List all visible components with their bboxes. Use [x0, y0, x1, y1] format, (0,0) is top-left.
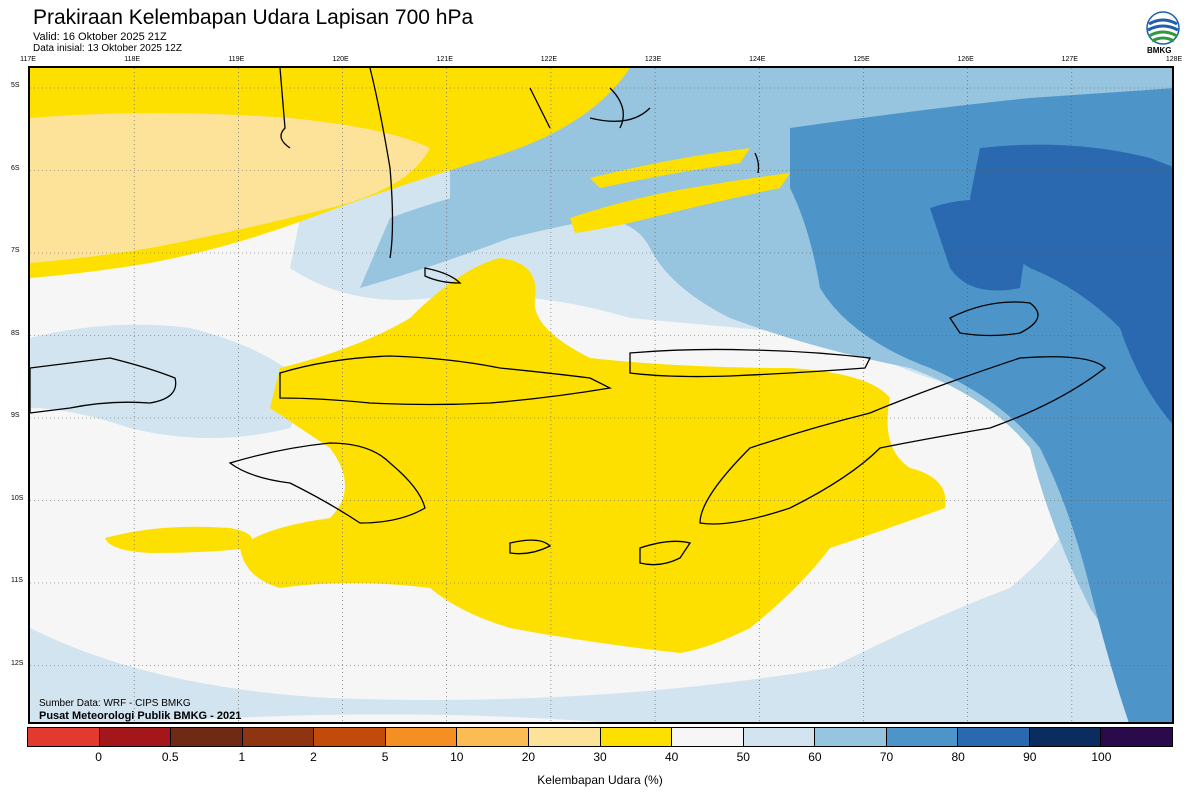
lat-tick-label: 6S [11, 164, 20, 172]
coastlines [30, 68, 1106, 566]
lat-tick-label: 7S [11, 247, 20, 254]
colorbar-segment [385, 728, 458, 746]
light-blue-band [360, 173, 690, 288]
data-source: Sumber Data: WRF - CIPS BMKG [39, 698, 191, 709]
logo-text: BMKG [1147, 46, 1172, 55]
lombok-coast [30, 357, 177, 414]
colorbar-segment [457, 728, 529, 746]
colorbar-segment [600, 728, 673, 746]
bmkg-logo-icon [1146, 11, 1180, 45]
sumbawa-coast [279, 355, 613, 406]
lat-lon-grid [30, 68, 1172, 722]
colorbar-label: 60 [808, 750, 822, 764]
humidity-map [28, 66, 1174, 724]
colorbar-label: 50 [736, 750, 750, 764]
lon-tick-label: 123E [644, 56, 662, 63]
colorbar-label: 2 [310, 750, 317, 764]
lat-tick-label: 11S [11, 577, 23, 584]
colorbar-label: 0 [95, 750, 102, 764]
lon-tick-label: 121E [436, 56, 453, 63]
colorbar-label: 90 [1023, 750, 1037, 764]
colorbar-label: 40 [664, 750, 679, 764]
colorbar-label: 80 [951, 750, 965, 764]
selayar-island [424, 267, 462, 284]
producer-credit: Pusat Meteorologi Publik BMKG - 2021 [39, 710, 242, 722]
lon-tick-label: 118E [124, 56, 141, 63]
yellow-streak-2 [590, 148, 750, 188]
colorbar-segment [242, 728, 315, 746]
colorbar-label: 70 [879, 750, 894, 764]
colorbar-segment [1101, 728, 1172, 746]
pale-blue-left [30, 324, 310, 438]
lon-tick-label: 122E [540, 56, 558, 63]
colorbar-segment [672, 728, 744, 746]
timor-coast [699, 356, 1106, 525]
valid-time: Valid: 16 Oktober 2025 21Z [33, 31, 167, 43]
lat-tick-label: 9S [11, 412, 20, 419]
lon-tick-label: 117E [20, 56, 36, 63]
colorbar-segment [528, 728, 601, 746]
sumba-coast [228, 442, 426, 524]
colorbar-segment [886, 728, 959, 746]
wakatobi-island [754, 152, 760, 174]
colorbar-label: 20 [521, 750, 536, 764]
lon-tick-label: 127E [1061, 56, 1078, 63]
map-title: Prakiraan Kelembapan Udara Lapisan 700 h… [33, 6, 474, 29]
colorbar-segment [1029, 728, 1102, 746]
lat-tick-label: 12S [11, 659, 24, 667]
lat-tick-label: 8S [11, 329, 20, 337]
colorbar-segment [958, 728, 1030, 746]
lon-tick-label: 128E [1165, 56, 1183, 63]
lon-tick-label: 125E [853, 56, 870, 63]
sulawesi-coast [279, 68, 651, 259]
colorbar-label: 1 [238, 750, 246, 764]
colorbar-segment [314, 728, 386, 746]
map-canvas [30, 68, 1172, 722]
colorbar [27, 727, 1173, 747]
lon-tick-label: 120E [332, 56, 349, 63]
colorbar-segment [99, 728, 172, 746]
rote-coast [639, 540, 692, 566]
colorbar-label: 30 [593, 750, 607, 764]
wetar-coast [949, 301, 1039, 337]
dark-blue-left [930, 200, 1030, 291]
lat-tick-label: 5S [11, 82, 20, 89]
sawu-coast [509, 539, 552, 555]
lon-tick-label: 126E [957, 56, 974, 63]
colorbar-segment [28, 728, 100, 746]
yellow-streak-1 [570, 173, 790, 233]
colorbar-label: 10 [450, 750, 464, 764]
colorbar-segment [743, 728, 816, 746]
lat-tick-label: 10S [11, 494, 24, 502]
colorbar-label: 0.5 [161, 750, 179, 764]
colorbar-segment [171, 728, 243, 746]
lon-tick-label: 124E [749, 56, 766, 63]
init-time: Data inisial: 13 Oktober 2025 12Z [33, 43, 182, 54]
colorbar-label: 5 [381, 750, 389, 764]
colorbar-label: 100 [1091, 750, 1112, 764]
yellow-west-lobe [105, 526, 253, 553]
flores-coast [629, 348, 871, 378]
colorbar-title: Kelembapan Udara (%) [537, 773, 663, 787]
colorbar-segment [815, 728, 887, 746]
light-yellow-north [30, 113, 430, 263]
lon-tick-label: 119E [228, 56, 245, 63]
